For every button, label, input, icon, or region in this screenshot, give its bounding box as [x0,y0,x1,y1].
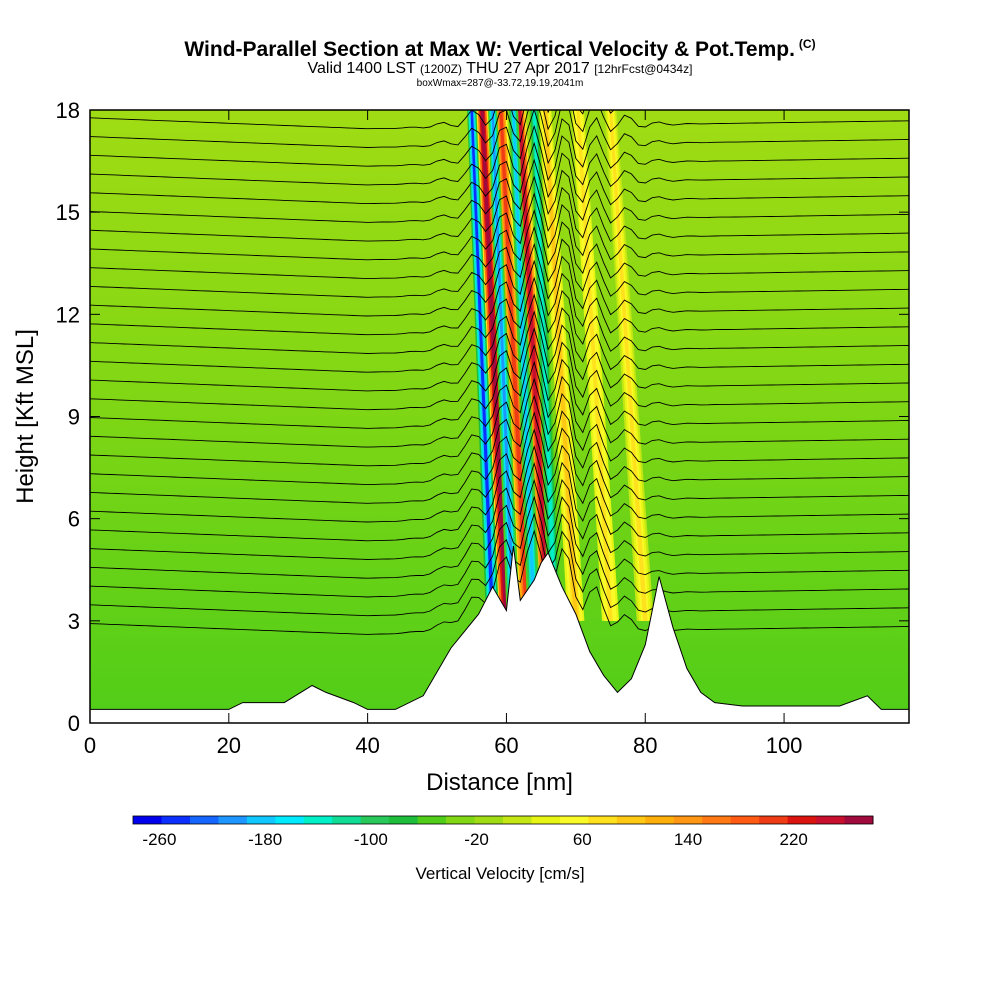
isentrope-line [90,225,909,298]
colorbar-title: Vertical Velocity [cm/s] [415,864,585,883]
y-tick-label: 3 [68,609,80,634]
isentrope-line [90,310,909,392]
colorbar-swatch [246,816,276,824]
y-tick-label: 9 [68,405,80,430]
y-tick-label: 12 [56,302,80,327]
isentrope-line [90,209,909,280]
colorbar-tick-label: -260 [142,830,176,849]
colorbar-tick-label: 140 [674,830,702,849]
colorbar-tick-label: -20 [464,830,489,849]
isentrope-line [90,175,909,243]
x-tick-label: 100 [766,733,803,758]
colorbar-swatch [332,816,362,824]
isentrope-line [90,293,909,373]
isentrope-line [90,276,909,354]
downdraft-band [532,110,557,621]
chart-title: Wind-Parallel Section at Max W: Vertical… [0,37,1000,62]
colorbar-swatch [645,816,675,824]
colorbar-swatch [218,816,248,824]
colorbar-swatch [161,816,191,824]
colorbar-swatch [303,816,333,824]
isentrope-line [90,495,909,598]
isentrope-line [90,394,909,486]
colorbar-tick-label: 220 [780,830,808,849]
x-axis-title: Distance [nm] [426,769,573,796]
colorbar-swatch [531,816,561,824]
isentrope-line [90,343,909,429]
isentrope-line [90,411,909,504]
y-tick-label: 6 [68,507,80,532]
colorbar-swatch [816,816,846,824]
chart-subtitle: Valid 1400 LST (1200Z) THU 27 Apr 2017 [… [0,60,1000,78]
x-tick-label: 40 [355,733,379,758]
colorbar-swatch [389,816,419,824]
colorbar-swatch [189,816,219,824]
box-info: boxWmax=287@-33.72,19.19,2041m [416,78,584,89]
colorbar-tick-label: -180 [248,830,282,849]
x-tick-label: 0 [84,733,96,758]
isentrope-line [90,445,909,542]
title-mark: (C) [798,37,816,51]
isentrope-line [90,259,909,336]
isentrope-line [357,110,615,115]
isentrope-line [90,377,909,467]
colorbar-tick-label: 60 [573,830,592,849]
colorbar-swatch [730,816,760,824]
terrain-profile [90,545,909,723]
y-tick-label: 18 [56,98,80,123]
colorbar-swatch [417,816,447,824]
colorbar-swatch [702,816,732,824]
isentrope-line [90,529,909,635]
downdraft-band [491,110,516,621]
updraft-band [608,110,648,621]
isentrope-line [90,327,909,411]
y-axis-title: Height [Kft MSL] [12,329,39,504]
subtitle-date: THU 27 Apr 2017 [466,60,590,77]
isentrope-line [90,42,909,96]
colorbar-swatch [275,816,305,824]
isentrope-line [90,110,909,169]
y-tick-label: 15 [56,200,80,225]
isentrope-line [90,512,909,617]
isentrope-line [90,158,909,224]
colorbar-swatch [787,816,817,824]
subtitle-prefix: Valid 1400 LST [307,60,416,77]
colorbar-swatch [759,816,789,824]
isentrope-line [90,461,909,560]
y-tick-label: 0 [68,711,80,736]
colorbar-swatch [616,816,646,824]
colorbar-swatch [673,816,703,824]
colorbar-swatch [474,816,504,824]
colorbar-swatch [559,816,589,824]
isentrope-line [90,428,909,523]
subtitle-utc: (1200Z) [419,62,462,76]
colorbar-swatch [844,816,874,824]
colorbar-swatch [133,816,162,824]
isentrope-line [90,360,909,448]
colorbar-frame [132,815,874,825]
isentrope-line [90,110,909,133]
colorbar-swatch [446,816,476,824]
x-tick-label: 60 [494,733,518,758]
x-tick-label: 20 [217,733,241,758]
colorbar-swatch [503,816,532,824]
updraft-band [576,110,613,621]
title-text: Wind-Parallel Section at Max W: Vertical… [184,38,795,61]
isentrope-line [90,478,909,579]
isentrope-line [90,242,909,317]
colorbar-swatch [360,816,390,824]
colorbar-tick-label: -100 [354,830,388,849]
isentrope-line [90,110,909,151]
updraft-band [499,110,530,621]
isentrope-line [90,141,909,206]
isentrope-line [90,192,909,261]
subtitle-forecast: [12hrFcst@0434z] [594,62,693,76]
isentrope-line [90,124,909,188]
x-tick-label: 80 [633,733,657,758]
colorbar-swatch [588,816,618,824]
